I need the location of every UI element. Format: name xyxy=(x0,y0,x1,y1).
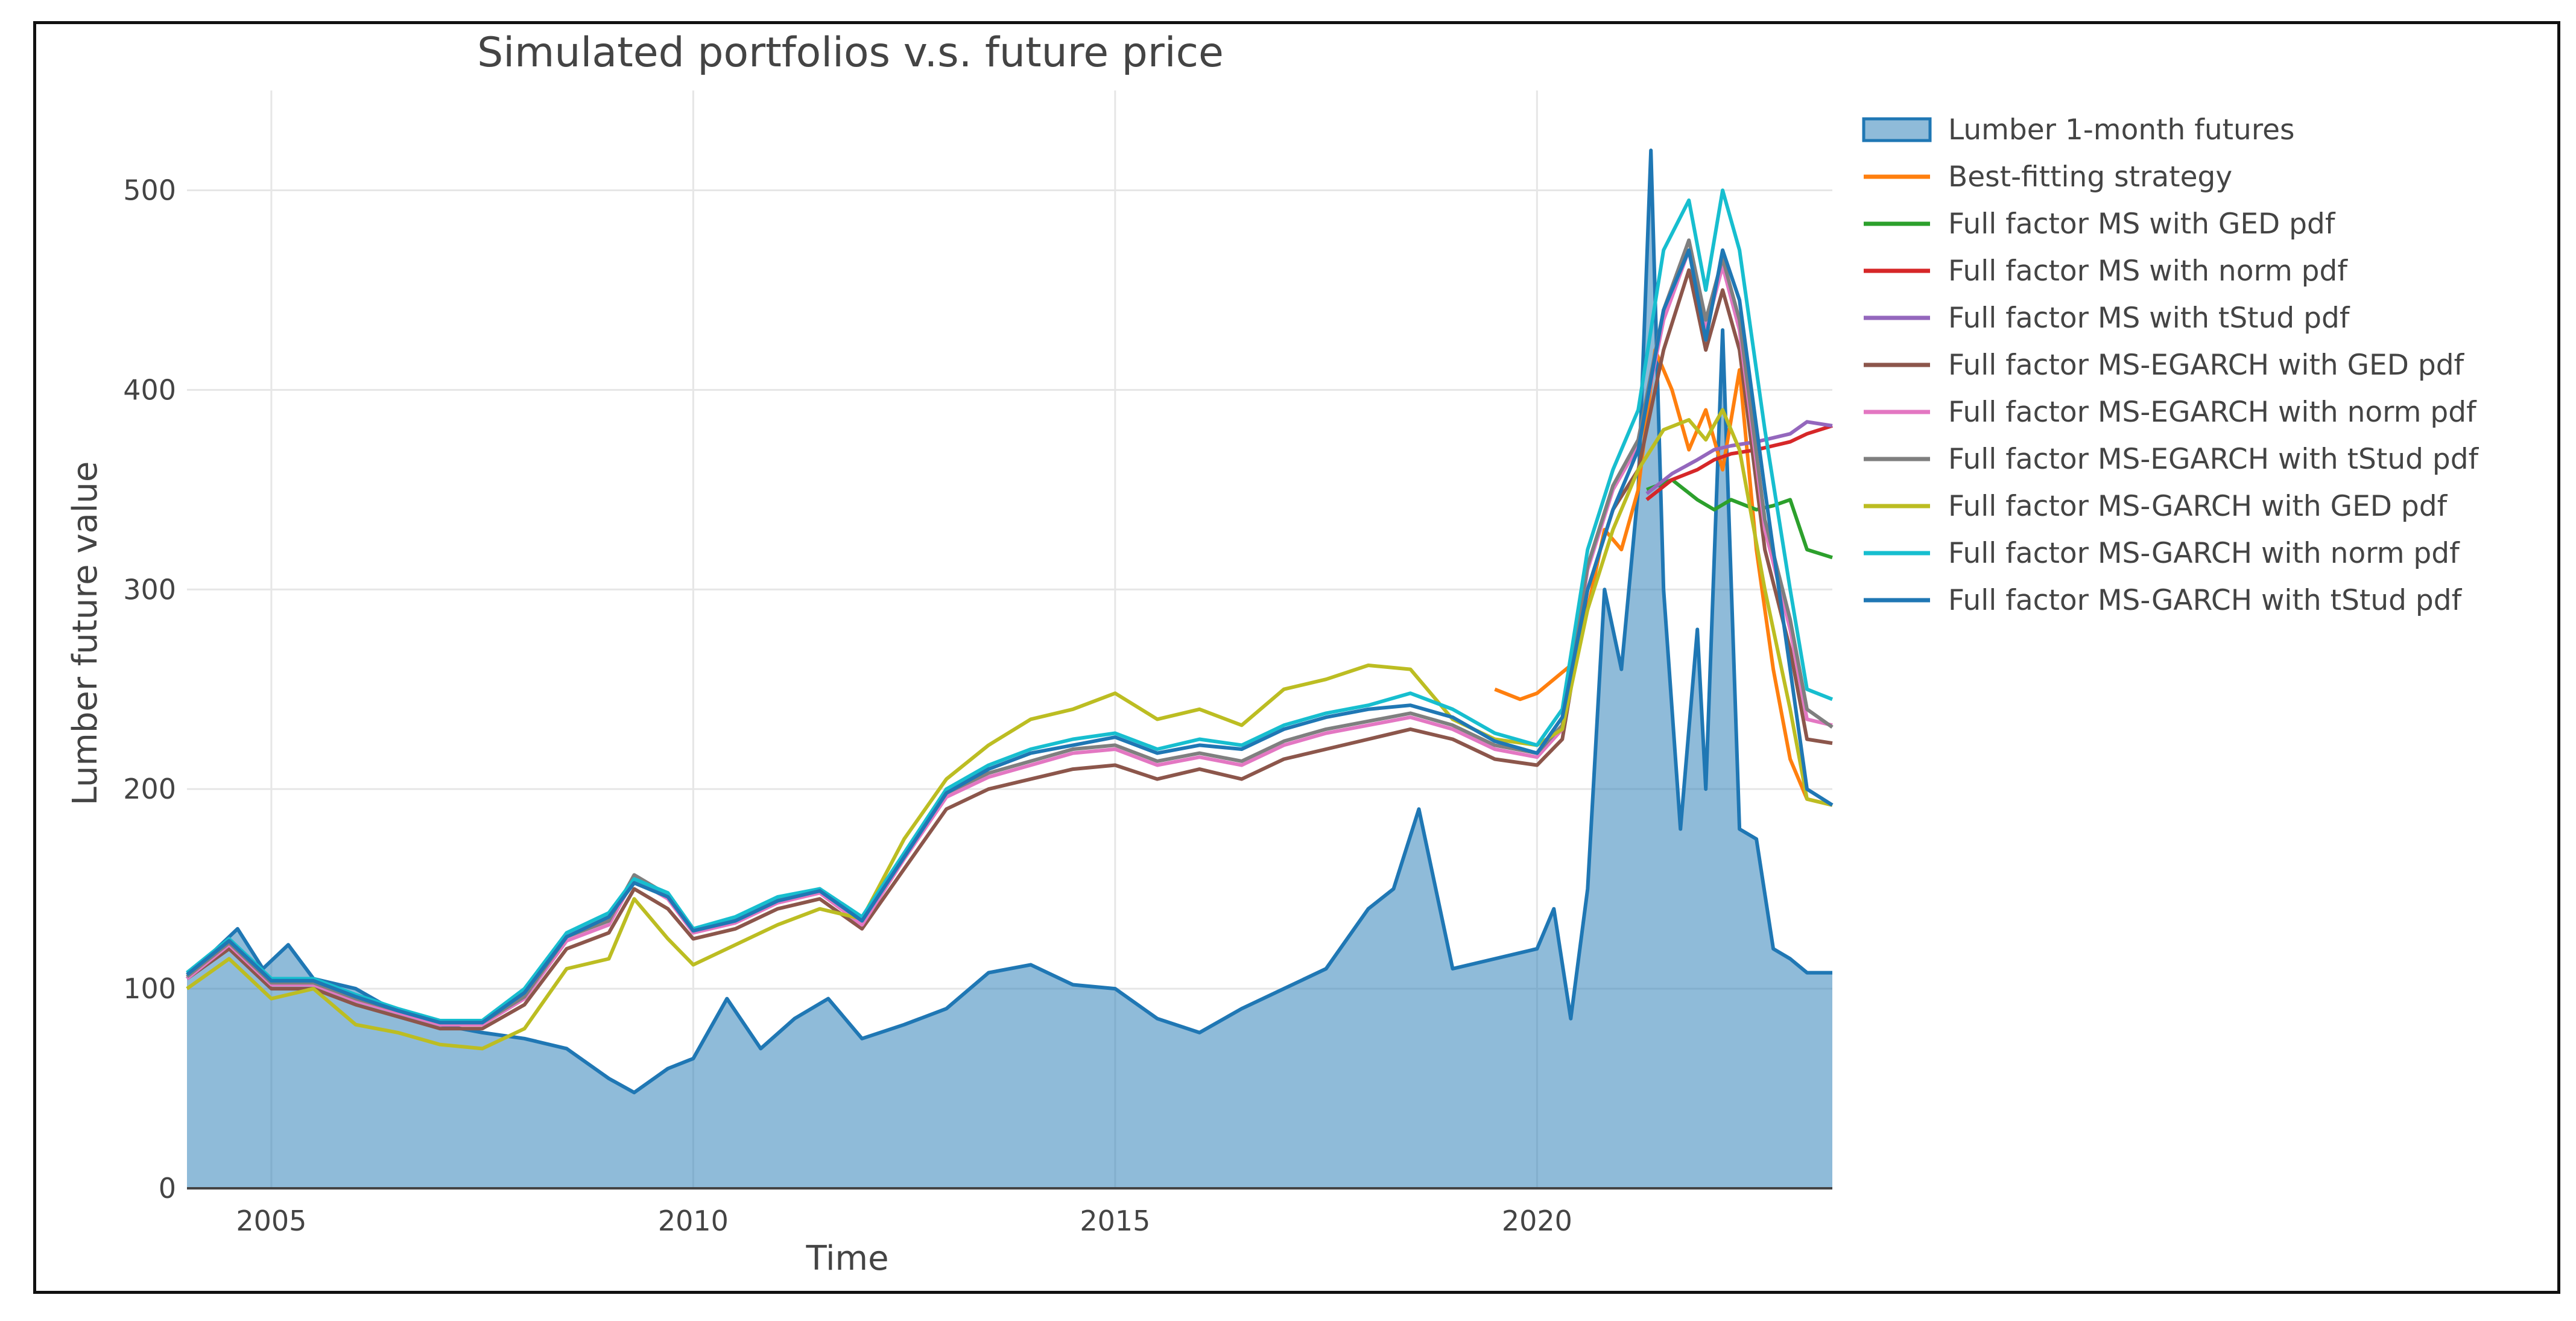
legend-item[interactable]: Full factor MS-GARCH with tStud pdf xyxy=(1864,584,2463,617)
chart-frame: Simulated portfolios v.s. future price 0… xyxy=(33,21,2560,1294)
x-tick-label: 2015 xyxy=(1080,1205,1150,1237)
legend-item[interactable]: Full factor MS-GARCH with GED pdf xyxy=(1864,490,2448,523)
legend-item[interactable]: Full factor MS-GARCH with norm pdf xyxy=(1864,537,2460,570)
series-line-1 xyxy=(1494,348,1833,807)
legend-item[interactable]: Full factor MS with norm pdf xyxy=(1864,255,2348,288)
plot-area xyxy=(185,148,1834,1188)
legend-label: Best-fitting strategy xyxy=(1948,160,2232,194)
legend-swatch xyxy=(1862,117,1932,142)
legend-item[interactable]: Lumber 1-month futures xyxy=(1862,113,2295,147)
legend-item[interactable]: Full factor MS with GED pdf xyxy=(1864,207,2336,241)
x-axis-title: Time xyxy=(805,1239,888,1278)
series-line-2 xyxy=(1646,478,1833,560)
legend-item[interactable]: Full factor MS-EGARCH with norm pdf xyxy=(1864,396,2477,429)
legend-label: Full factor MS with norm pdf xyxy=(1948,255,2348,288)
legend-label: Full factor MS-EGARCH with GED pdf xyxy=(1948,349,2465,382)
legend-label: Full factor MS-GARCH with tStud pdf xyxy=(1948,584,2463,617)
legend-label: Full factor MS-EGARCH with tStud pdf xyxy=(1948,443,2479,476)
axes: 0 100 200 300 400 500 2005 2010 2015 2020 xyxy=(123,174,1832,1237)
chart-title: Simulated portfolios v.s. future price xyxy=(477,29,1224,77)
y-tick-label: 100 xyxy=(123,972,176,1005)
legend-item[interactable]: Full factor MS-EGARCH with tStud pdf xyxy=(1864,443,2479,476)
series-area-lumber-futures xyxy=(187,150,1832,1188)
y-tick-label: 300 xyxy=(123,573,176,606)
x-tick-label: 2010 xyxy=(658,1205,729,1237)
series-line-0 xyxy=(185,148,1832,1095)
y-tick-label: 0 xyxy=(159,1172,176,1205)
y-axis-title: Lumber future value xyxy=(66,461,105,806)
y-tick-label: 200 xyxy=(123,773,176,805)
legend-label: Full factor MS-GARCH with norm pdf xyxy=(1948,537,2460,570)
legend-label: Full factor MS with tStud pdf xyxy=(1948,302,2350,335)
y-tick-label: 500 xyxy=(123,174,176,206)
legend-item[interactable]: Best-fitting strategy xyxy=(1864,160,2232,194)
chart-svg: Simulated portfolios v.s. future price 0… xyxy=(66,29,2479,1278)
legend-item[interactable]: Full factor MS with tStud pdf xyxy=(1864,302,2350,335)
legend-item[interactable]: Full factor MS-EGARCH with GED pdf xyxy=(1864,349,2465,382)
legend[interactable]: Lumber 1-month futures Best-fitting strat… xyxy=(1862,113,2479,617)
x-tick-label: 2005 xyxy=(236,1205,306,1237)
x-tick-label: 2020 xyxy=(1502,1205,1572,1237)
legend-label: Full factor MS-EGARCH with norm pdf xyxy=(1948,396,2477,429)
legend-label: Full factor MS-GARCH with GED pdf xyxy=(1948,490,2448,523)
legend-label: Lumber 1-month futures xyxy=(1948,113,2295,147)
legend-label: Full factor MS with GED pdf xyxy=(1948,207,2336,241)
series-line-3 xyxy=(1645,424,1833,501)
series-line-10 xyxy=(186,248,1834,1025)
series-line-9 xyxy=(186,188,1834,1022)
y-tick-label: 400 xyxy=(123,373,176,406)
series-line-5 xyxy=(186,268,1833,1031)
series-line-4 xyxy=(1645,420,1833,495)
series-line-8 xyxy=(186,408,1833,1051)
